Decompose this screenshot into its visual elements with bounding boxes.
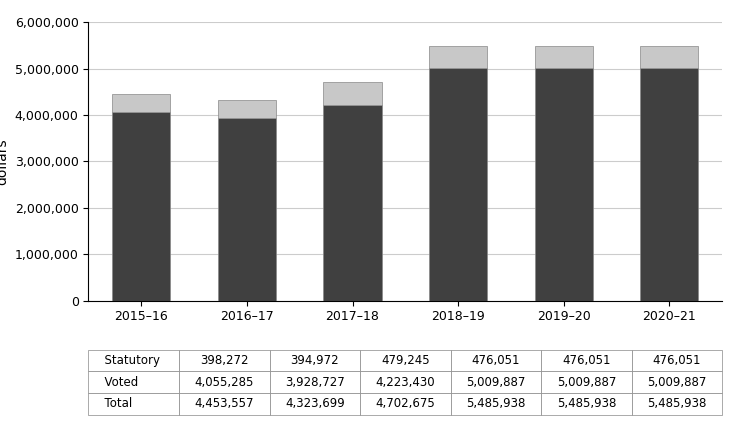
Bar	[640, 68, 699, 301]
Bar	[429, 46, 487, 68]
Bar	[535, 46, 593, 68]
Bar	[324, 82, 382, 105]
Bar	[218, 100, 276, 118]
Bar	[535, 68, 593, 301]
Bar	[218, 118, 276, 301]
Bar	[429, 68, 487, 301]
Y-axis label: dollars: dollars	[0, 138, 9, 185]
Bar	[640, 46, 699, 68]
Bar	[112, 94, 170, 112]
Bar	[324, 105, 382, 301]
Bar	[112, 112, 170, 301]
